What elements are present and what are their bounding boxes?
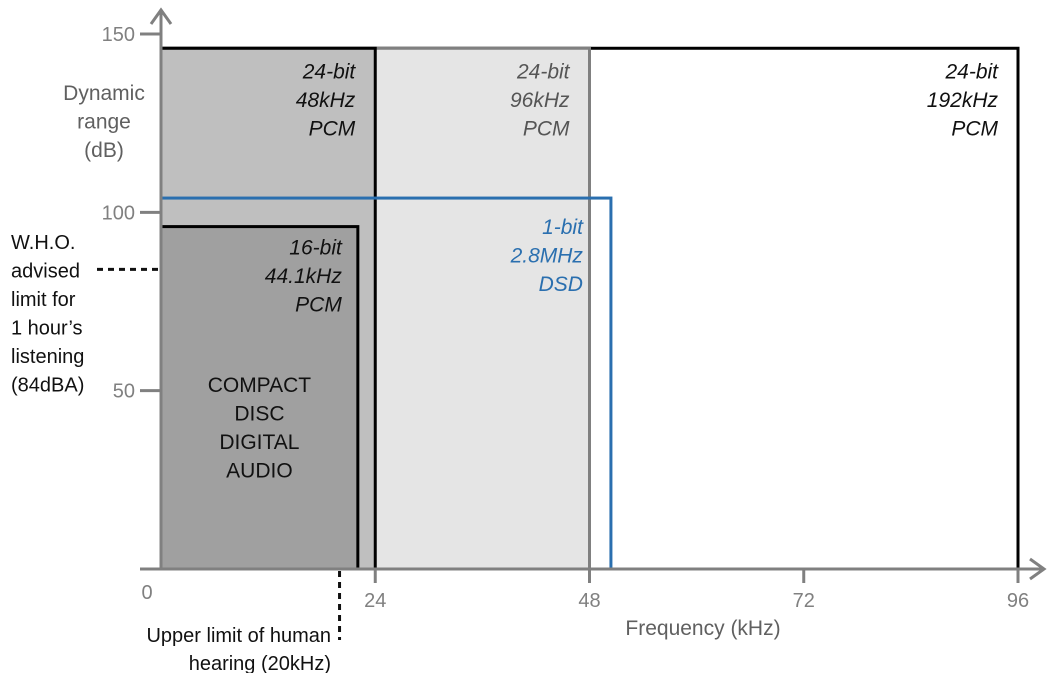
region-label-24-bit-96khz-pcm-2: PCM	[523, 117, 570, 140]
region-label-24-bit-48khz-pcm-1: 48kHz	[296, 89, 356, 112]
who-limit-line-0: W.H.O.	[11, 232, 75, 254]
x-tick-label-48: 48	[578, 590, 600, 612]
x-axis-arrow	[1029, 557, 1047, 581]
region-label-24-bit-96khz-pcm-1: 96kHz	[510, 89, 570, 112]
y-tick-label-100: 100	[102, 202, 135, 224]
y-tick-label-150: 150	[102, 24, 135, 46]
x-tick-label-96: 96	[1007, 590, 1029, 612]
y-axis-title-line-2: (dB)	[84, 139, 124, 162]
region-label-16-bit-44-1khz-pcm-2: PCM	[295, 294, 342, 317]
y-axis-title-line-1: range	[77, 111, 131, 134]
region-label-1-bit-2-8mhz-dsd-1: 2.8MHz	[510, 245, 584, 268]
region-label-16-bit-44-1khz-pcm-1: 44.1kHz	[265, 265, 343, 288]
x-tick-label-72: 72	[793, 590, 815, 612]
region-label-24-bit-192khz-pcm-0: 24-bit	[944, 60, 999, 83]
y-tick-label-50: 50	[113, 381, 135, 403]
region-label-16-bit-44-1khz-pcm-0: 16-bit	[289, 237, 343, 260]
cd-label-line-1: DISC	[234, 403, 284, 426]
region-label-24-bit-192khz-pcm-1: 192kHz	[927, 89, 999, 112]
cd-label-line-2: DIGITAL	[219, 431, 299, 454]
who-limit-line-3: 1 hour’s	[11, 318, 83, 340]
x-tick-label-24: 24	[364, 590, 386, 612]
region-label-24-bit-48khz-pcm-2: PCM	[309, 117, 356, 140]
cd-label-line-0: COMPACT	[208, 374, 312, 397]
who-limit-line-4: listening	[11, 346, 84, 368]
region-label-24-bit-192khz-pcm-2: PCM	[951, 117, 998, 140]
x-tick-label-0: 0	[141, 582, 152, 604]
hearing-limit-line-0: Upper limit of human	[146, 625, 331, 647]
cd-label-line-3: AUDIO	[226, 460, 293, 483]
who-limit-line-5: (84dBA)	[11, 375, 84, 397]
who-limit-line-1: advised	[11, 261, 80, 283]
region-label-24-bit-96khz-pcm-0: 24-bit	[516, 60, 571, 83]
hearing-limit-line-1: hearing (20kHz)	[189, 653, 331, 673]
region-label-1-bit-2-8mhz-dsd-0: 1-bit	[542, 216, 584, 239]
labels: 24-bit 192kHz PCM 24-bit 96kHz PCM 24-bit 48kHz…	[11, 60, 999, 673]
who-limit-line-2: limit for	[11, 289, 76, 311]
regions	[159, 46, 1020, 571]
x-axis-title: Frequency (kHz)	[625, 617, 780, 640]
region-label-1-bit-2-8mhz-dsd-2: DSD	[539, 273, 583, 296]
axes: 0 24 48 72 96 50 100 150 Frequency (kHz) Dynamic r…	[63, 7, 1047, 640]
region-label-24-bit-48khz-pcm-0: 24-bit	[302, 60, 357, 83]
y-axis-arrow	[149, 7, 173, 25]
y-axis-title-line-0: Dynamic	[63, 82, 145, 105]
